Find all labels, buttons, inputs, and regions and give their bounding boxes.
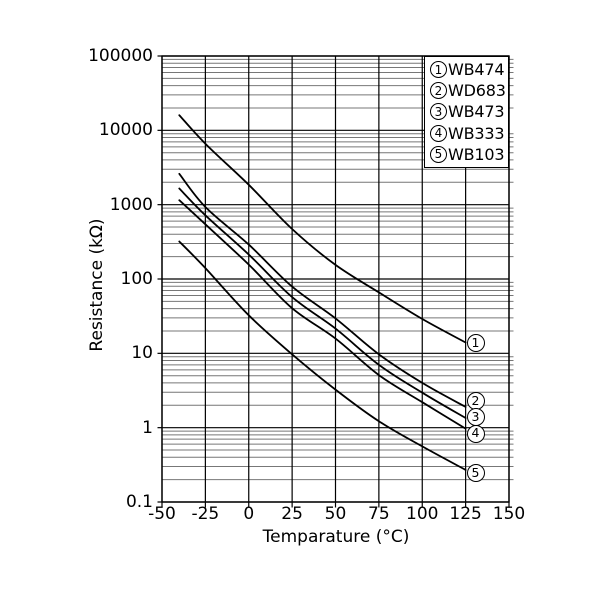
- x-tick-label: 100: [406, 504, 439, 524]
- curve-end-label-WB333: 4: [466, 424, 485, 443]
- circled-number-icon: 5: [430, 145, 447, 163]
- circled-number-icon: 2: [430, 82, 447, 100]
- legend-entry-WB473: 3 WB473: [430, 102, 508, 122]
- legend-entry-WB474: 1 WB474: [430, 60, 508, 80]
- circled-number-icon: 4: [430, 124, 447, 142]
- y-tick-label: 10: [131, 343, 153, 364]
- curve-end-label-WB103: 5: [466, 463, 485, 482]
- curve-end-label-WB473: 3: [466, 407, 485, 426]
- circled-number-icon: 3: [430, 103, 447, 121]
- y-tick-label: 100: [120, 269, 153, 289]
- circled-number-icon: 1: [430, 61, 447, 79]
- y-tick-label: 100000: [88, 46, 153, 66]
- legend-label: WB333: [448, 123, 505, 143]
- y-tick-label: 1000: [109, 194, 153, 215]
- curve-WD683: [178, 172, 467, 408]
- y-tick-label: 1: [142, 417, 153, 438]
- x-axis-title: Temparature (°C): [262, 527, 410, 547]
- legend: 1 WB474 2 WD683 3 WB473 4 WB333 5 WB103: [424, 56, 509, 168]
- legend-label: WB103: [448, 144, 505, 164]
- legend-entry-WB333: 4 WB333: [430, 123, 508, 143]
- x-tick-label: -25: [191, 504, 220, 524]
- legend-entry-WB103: 5 WB103: [430, 144, 508, 164]
- legend-label: WB474: [448, 60, 505, 80]
- y-tick-label: 10000: [98, 120, 153, 141]
- legend-entry-WD683: 2 WD683: [430, 81, 508, 101]
- y-axis-title: Resistance (kΩ): [87, 218, 107, 352]
- x-tick-label: 150: [492, 504, 526, 524]
- y-tick-label: 0.1: [125, 492, 153, 512]
- x-tick-label: 125: [449, 504, 482, 524]
- plot-border: [161, 55, 510, 503]
- curve-WB103: [178, 240, 467, 471]
- legend-label: WD683: [448, 81, 506, 101]
- legend-label: WB473: [448, 102, 505, 122]
- curve-WB333: [178, 199, 467, 430]
- x-tick-label: -50: [148, 504, 176, 524]
- x-tick-label: 0: [243, 504, 255, 524]
- curve-WB473: [178, 187, 467, 419]
- x-tick-label: 25: [281, 504, 303, 524]
- x-tick-label: 50: [324, 504, 347, 524]
- curve-WB474: [178, 114, 467, 344]
- x-tick-label: 75: [368, 504, 390, 524]
- curve-end-label-WB474: 1: [466, 333, 485, 352]
